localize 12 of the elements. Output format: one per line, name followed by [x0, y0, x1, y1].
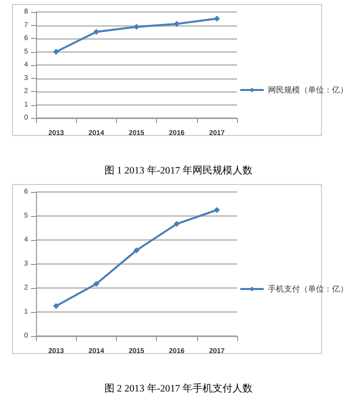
point [53, 303, 60, 309]
caption: 图 1 2013 年-2017 年网民规模人数 [104, 164, 253, 176]
legend-label: 网民规模（单位：亿） [268, 86, 348, 94]
point [93, 28, 100, 35]
legend-label: 手机支付（单位：亿） [268, 284, 348, 294]
point [53, 48, 60, 55]
point [93, 280, 100, 287]
caption: 图 2 2013 年-2017 年手机支付人数 [104, 382, 253, 394]
point [174, 220, 180, 227]
point [214, 207, 220, 213]
point [134, 247, 140, 254]
point [134, 24, 140, 30]
